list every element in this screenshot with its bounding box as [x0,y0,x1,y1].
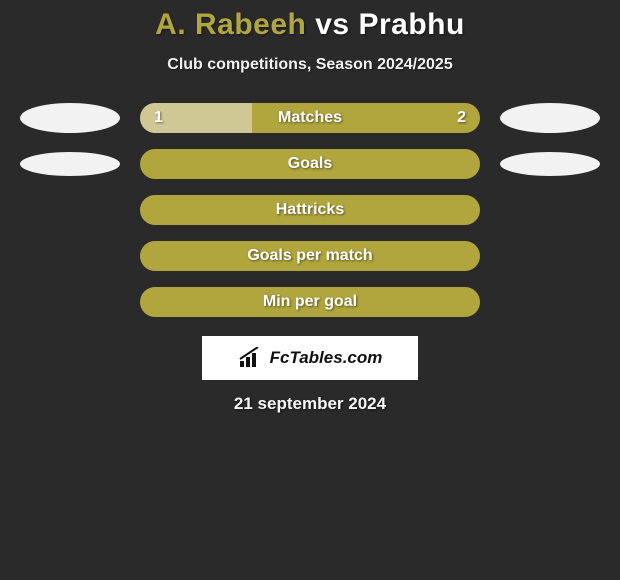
stat-label: Matches [140,109,480,127]
page-title: A. Rabeeh vs Prabhu [0,8,620,42]
stat-label: Min per goal [140,293,480,311]
right-ellipse [500,103,600,133]
stat-bar: Goals per match [140,241,480,271]
stat-row: Min per goal [0,286,620,318]
vs-text: vs [315,8,349,41]
stats-rows: 12Matches Goals Hattricks Goals per match Mi… [0,102,620,318]
left-ellipse [20,103,120,133]
left-ellipse [20,152,120,176]
chart-icon [238,347,264,369]
stat-label: Goals [140,155,480,173]
comparison-infographic: A. Rabeeh vs Prabhu Club competitions, S… [0,0,620,580]
player2-name: Prabhu [358,8,464,41]
stat-row: Goals [0,148,620,180]
stat-label: Goals per match [140,247,480,265]
stat-row: Goals per match [0,240,620,272]
source-badge: FcTables.com [202,336,418,380]
right-ellipse [500,152,600,176]
stat-row: Hattricks [0,194,620,226]
subtitle: Club competitions, Season 2024/2025 [0,56,620,74]
date-text: 21 september 2024 [0,394,620,414]
player1-name: A. Rabeeh [155,8,306,41]
stat-label: Hattricks [140,201,480,219]
stat-bar: 12Matches [140,103,480,133]
badge-text: FcTables.com [270,348,383,368]
stat-bar: Hattricks [140,195,480,225]
stat-bar: Min per goal [140,287,480,317]
stat-bar: Goals [140,149,480,179]
stat-row: 12Matches [0,102,620,134]
